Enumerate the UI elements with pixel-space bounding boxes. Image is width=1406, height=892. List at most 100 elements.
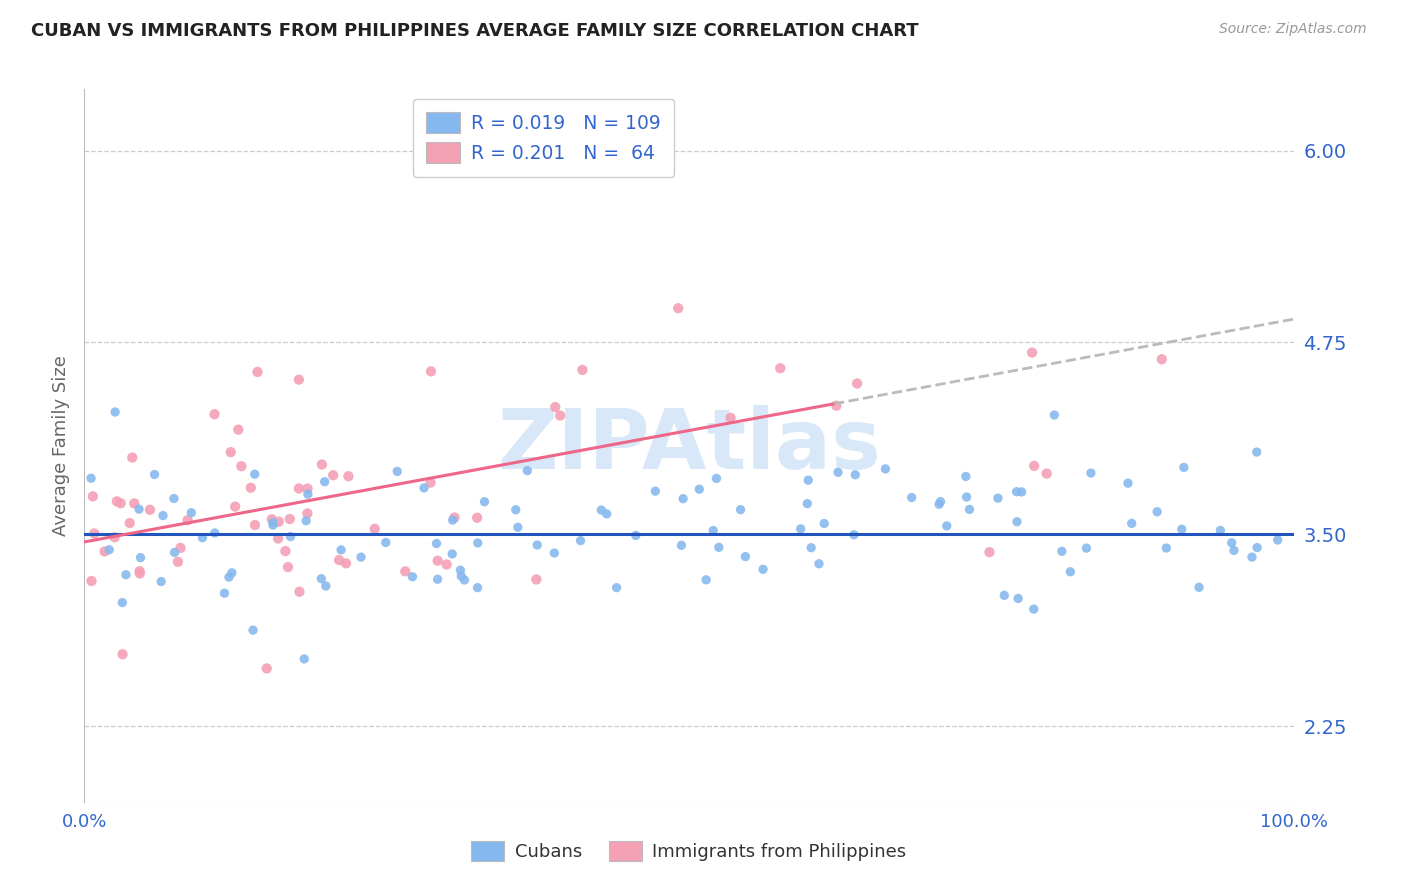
Point bbox=[426, 554, 449, 568]
Point bbox=[420, 364, 443, 378]
Point bbox=[666, 301, 689, 316]
Point bbox=[569, 533, 592, 548]
Point bbox=[544, 400, 567, 414]
Point bbox=[311, 572, 333, 586]
Point bbox=[267, 515, 290, 529]
Point bbox=[436, 558, 458, 572]
Point bbox=[702, 524, 724, 538]
Point bbox=[959, 502, 981, 516]
Point bbox=[231, 459, 253, 474]
Point bbox=[979, 545, 1001, 559]
Point bbox=[278, 512, 301, 526]
Point bbox=[1007, 591, 1029, 606]
Point bbox=[82, 489, 104, 503]
Point bbox=[104, 405, 127, 419]
Point bbox=[292, 652, 315, 666]
Point bbox=[288, 482, 311, 496]
Point bbox=[191, 531, 214, 545]
Point bbox=[260, 512, 283, 526]
Text: Source: ZipAtlas.com: Source: ZipAtlas.com bbox=[1219, 22, 1367, 37]
Point bbox=[335, 557, 357, 571]
Point bbox=[752, 562, 775, 576]
Point bbox=[297, 482, 319, 496]
Point bbox=[797, 473, 820, 487]
Point bbox=[1116, 476, 1139, 491]
Point bbox=[93, 544, 115, 558]
Point bbox=[256, 661, 278, 675]
Point bbox=[129, 550, 152, 565]
Point bbox=[425, 536, 447, 550]
Point bbox=[730, 502, 752, 516]
Point bbox=[401, 570, 423, 584]
Point bbox=[243, 467, 266, 482]
Point bbox=[167, 555, 190, 569]
Point bbox=[1005, 484, 1028, 499]
Point bbox=[413, 481, 436, 495]
Point bbox=[1246, 445, 1268, 459]
Point bbox=[734, 549, 756, 564]
Point bbox=[143, 467, 166, 482]
Point bbox=[1005, 515, 1028, 529]
Point bbox=[467, 581, 489, 595]
Point bbox=[827, 465, 849, 479]
Point bbox=[330, 542, 353, 557]
Point bbox=[239, 481, 262, 495]
Point bbox=[526, 538, 548, 552]
Point bbox=[111, 647, 134, 661]
Point bbox=[474, 494, 496, 508]
Point bbox=[688, 482, 710, 496]
Point bbox=[935, 519, 957, 533]
Point bbox=[1146, 505, 1168, 519]
Point bbox=[644, 484, 666, 499]
Point bbox=[595, 507, 617, 521]
Point bbox=[204, 525, 226, 540]
Point bbox=[169, 541, 191, 555]
Point bbox=[1173, 460, 1195, 475]
Point bbox=[121, 450, 143, 465]
Point bbox=[467, 536, 489, 550]
Point bbox=[214, 586, 236, 600]
Point bbox=[221, 566, 243, 580]
Point bbox=[1024, 458, 1046, 473]
Point bbox=[128, 566, 150, 581]
Point bbox=[1150, 352, 1173, 367]
Point bbox=[1059, 565, 1081, 579]
Point bbox=[288, 584, 311, 599]
Point bbox=[813, 516, 835, 531]
Point bbox=[505, 502, 527, 516]
Point bbox=[441, 547, 464, 561]
Point bbox=[695, 573, 717, 587]
Point bbox=[807, 557, 830, 571]
Point bbox=[450, 569, 472, 583]
Point bbox=[115, 567, 138, 582]
Point bbox=[218, 570, 240, 584]
Point bbox=[591, 503, 613, 517]
Point bbox=[1267, 533, 1289, 547]
Point bbox=[825, 399, 848, 413]
Text: ZIPAtlas: ZIPAtlas bbox=[496, 406, 882, 486]
Point bbox=[1223, 543, 1246, 558]
Point bbox=[242, 623, 264, 637]
Point bbox=[624, 528, 647, 542]
Text: CUBAN VS IMMIGRANTS FROM PHILIPPINES AVERAGE FAMILY SIZE CORRELATION CHART: CUBAN VS IMMIGRANTS FROM PHILIPPINES AVE… bbox=[31, 22, 918, 40]
Point bbox=[98, 542, 121, 557]
Point bbox=[83, 526, 105, 541]
Point bbox=[337, 469, 360, 483]
Point bbox=[280, 530, 302, 544]
Point bbox=[1171, 522, 1194, 536]
Point bbox=[243, 518, 266, 533]
Point bbox=[419, 475, 441, 490]
Point bbox=[1076, 541, 1098, 556]
Point bbox=[111, 596, 134, 610]
Point bbox=[350, 550, 373, 565]
Point bbox=[295, 514, 318, 528]
Point bbox=[671, 538, 693, 552]
Point bbox=[364, 522, 387, 536]
Point bbox=[571, 363, 593, 377]
Point bbox=[842, 528, 865, 542]
Point bbox=[928, 497, 950, 511]
Point bbox=[1240, 550, 1263, 565]
Point bbox=[543, 546, 565, 560]
Point bbox=[224, 500, 246, 514]
Point bbox=[1050, 544, 1073, 558]
